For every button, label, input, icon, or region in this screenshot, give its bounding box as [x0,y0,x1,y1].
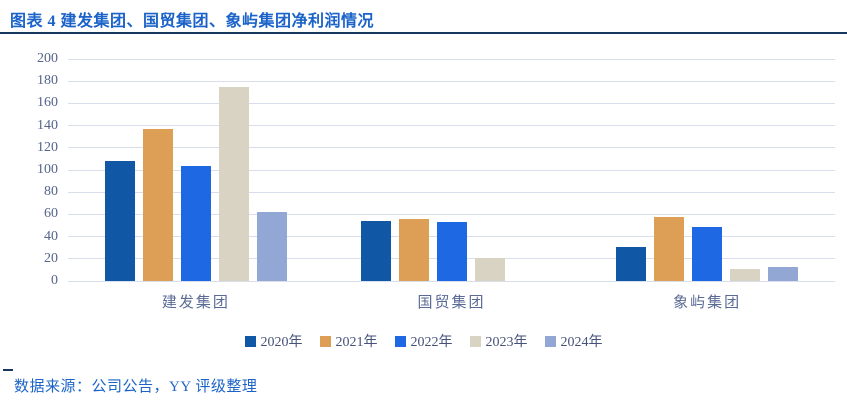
bar-group [324,59,580,281]
legend-item: 2023年 [469,331,528,351]
title-underline [0,32,847,34]
legend-item: 2021年 [319,331,378,351]
bar-slot [398,59,429,281]
category-label: 象屿集团 [673,295,742,311]
bar [360,221,391,281]
source-dash [3,369,13,371]
gridline [68,280,835,282]
y-tick-label: 160 [37,95,58,111]
gridline [68,125,835,127]
y-tick-label: 200 [37,51,58,66]
bar [142,128,173,281]
bar [180,165,211,281]
plot-area [68,58,835,282]
bar-slot [360,59,391,281]
legend-item: 2020年 [244,331,303,351]
bar [398,218,429,281]
bar [654,216,685,281]
bar [104,161,135,281]
bar-slot [654,59,685,281]
bar [474,257,505,281]
legend-swatch [244,335,256,347]
chart-title: 图表 4 建发集团、国贸集团、象屿集团净利润情况 [10,13,375,30]
source-note: 数据来源：公司公告，YY 评级整理 [14,379,258,395]
y-tick-label: 0 [51,273,58,288]
bar [256,212,287,281]
bar-slot [436,59,467,281]
gridline [68,191,835,193]
bar [730,268,761,281]
y-tick-label: 100 [37,162,58,177]
bar-slot [474,59,505,281]
bar [218,86,249,281]
bar [692,226,723,281]
bar-slot [730,59,761,281]
category-label: 建发集团 [161,295,230,311]
gridline [68,147,835,149]
y-tick-label: 60 [44,206,58,222]
legend-label: 2021年 [335,335,378,350]
legend-item: 2024年 [544,331,603,351]
x-axis-category-labels: 建发集团 国贸集团 象屿集团 [68,291,835,312]
category-label: 国贸集团 [417,295,486,311]
bar [436,222,467,281]
bar-slot [616,59,647,281]
bar-slot [692,59,723,281]
y-tick-label: 80 [44,184,58,200]
bar-slot [104,59,135,281]
y-tick-label: 120 [37,139,58,155]
bar-slot [768,59,799,281]
bar [616,246,647,281]
legend-label: 2023年 [485,335,528,350]
gridline [68,213,835,215]
bar-slot [180,59,211,281]
bar-slot [218,59,249,281]
chart-legend: 2020年 2021年 2022年 2023年 2024年 [0,331,847,351]
legend-label: 2024年 [560,335,603,350]
legend-swatch [544,335,556,347]
y-axis-labels: 0 20 40 60 80 100 120 140 160 180 200 [0,51,58,288]
legend-item: 2022年 [394,331,453,351]
bar-groups [68,59,835,281]
gridline [68,102,835,104]
y-tick-label: 140 [37,117,58,133]
gridline [68,169,835,171]
y-tick-label: 40 [44,228,58,244]
legend-label: 2020年 [260,335,303,350]
y-tick-label: 180 [37,73,58,89]
legend-swatch [394,335,406,347]
legend-swatch [319,335,331,347]
bar-group [579,59,835,281]
bar-slot [513,59,543,281]
legend-label: 2022年 [410,335,453,350]
bar [768,266,799,281]
gridline [68,80,835,82]
bar-group [68,59,324,281]
gridline [68,58,835,60]
y-tick-label: 20 [44,250,58,266]
bar-slot [142,59,173,281]
legend-swatch [469,335,481,347]
bar-slot [256,59,287,281]
